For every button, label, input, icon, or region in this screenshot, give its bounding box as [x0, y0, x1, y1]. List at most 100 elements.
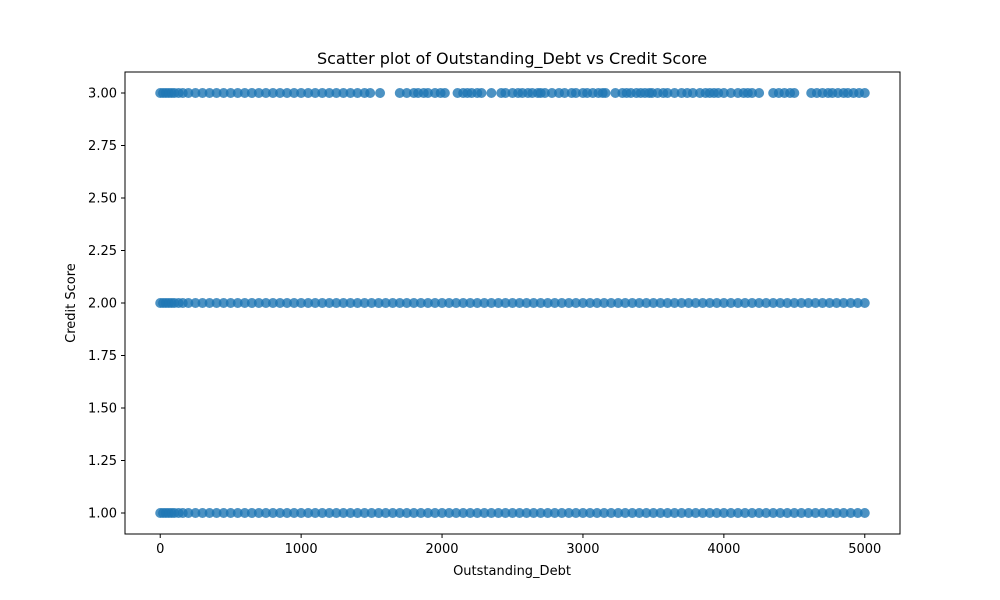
data-point: [648, 508, 659, 518]
data-point: [549, 508, 560, 518]
data-point: [387, 298, 398, 308]
data-point: [683, 298, 694, 308]
data-point: [218, 508, 229, 518]
x-tick-label: 5000: [848, 542, 881, 557]
data-point: [408, 508, 419, 518]
data-point: [687, 88, 698, 98]
data-point: [197, 88, 208, 98]
data-point: [761, 508, 772, 518]
data-point: [585, 298, 595, 308]
y-tick-label: 1.00: [88, 507, 117, 522]
data-point: [634, 508, 645, 518]
data-point: [542, 298, 553, 308]
data-point: [444, 298, 455, 308]
data-point: [366, 298, 377, 308]
data-point: [852, 508, 863, 518]
data-point: [563, 298, 574, 308]
data-point: [592, 508, 603, 518]
y-tick-label: 2.75: [88, 139, 117, 154]
data-point: [641, 508, 652, 518]
data-point: [768, 298, 779, 308]
data-point: [394, 88, 405, 98]
data-point: [676, 508, 687, 518]
data-point: [401, 88, 412, 98]
data-point: [606, 508, 617, 518]
data-point: [634, 298, 645, 308]
data-point: [669, 508, 680, 518]
data-point: [183, 508, 194, 518]
data-point: [747, 88, 758, 98]
data-point: [289, 508, 300, 518]
series-1: [155, 508, 870, 518]
data-point: [599, 508, 610, 518]
data-point: [570, 508, 581, 518]
data-point: [761, 298, 772, 308]
data-point: [437, 298, 448, 308]
data-point: [303, 508, 314, 518]
data-point: [197, 298, 208, 308]
data-point: [704, 508, 715, 518]
data-point: [711, 298, 722, 308]
data-point: [648, 298, 659, 308]
data-point: [486, 298, 497, 308]
data-point: [430, 508, 440, 518]
data-point: [789, 298, 800, 308]
data-point: [831, 508, 842, 518]
data-point: [859, 298, 870, 308]
data-point: [711, 508, 722, 518]
data-point: [690, 508, 701, 518]
data-point: [225, 298, 236, 308]
y-tick-label: 1.50: [88, 402, 117, 417]
data-point: [600, 88, 611, 98]
data-point: [613, 508, 624, 518]
data-point: [803, 508, 814, 518]
data-point: [345, 508, 356, 518]
data-point: [352, 508, 363, 518]
data-point: [465, 298, 476, 308]
data-point: [324, 298, 335, 308]
data-point: [472, 298, 483, 308]
data-point: [338, 298, 349, 308]
data-point: [260, 88, 271, 98]
data-point: [493, 298, 504, 308]
data-point: [683, 508, 694, 518]
x-tick-label: 4000: [707, 542, 740, 557]
data-point: [267, 508, 278, 518]
data-point: [500, 88, 511, 98]
x-tick-label: 2000: [425, 542, 458, 557]
data-point: [479, 298, 490, 308]
data-point: [789, 508, 800, 518]
chart-title: Scatter plot of Outstanding_Debt vs Cred…: [317, 49, 707, 69]
data-point: [655, 298, 666, 308]
data-point: [352, 88, 363, 98]
data-point: [303, 298, 314, 308]
y-axis: 1.00 1.25 1.50 1.75 2.00 2.25 2.50 2.75 3.00: [88, 87, 125, 522]
y-tick-label: 2.00: [88, 297, 117, 312]
data-point: [310, 298, 321, 308]
data-point: [627, 508, 638, 518]
data-point: [267, 88, 278, 98]
data-point: [521, 508, 532, 518]
data-point: [479, 508, 490, 518]
data-point: [747, 508, 758, 518]
data-point: [718, 298, 729, 308]
data-point: [662, 298, 673, 308]
data-point: [549, 298, 560, 308]
data-point: [768, 508, 779, 518]
data-point: [556, 298, 567, 308]
data-point: [845, 298, 856, 308]
x-tick-label: 0: [156, 542, 164, 557]
data-point: [507, 508, 518, 518]
data-point: [528, 298, 539, 308]
data-point: [852, 298, 863, 308]
data-point: [627, 298, 638, 308]
data-point: [451, 508, 462, 518]
data-point: [817, 298, 828, 308]
data-point: [232, 88, 243, 98]
data-point: [556, 508, 567, 518]
data-point: [296, 298, 307, 308]
data-point: [789, 88, 800, 98]
data-point: [275, 88, 285, 98]
data-point: [439, 88, 450, 98]
